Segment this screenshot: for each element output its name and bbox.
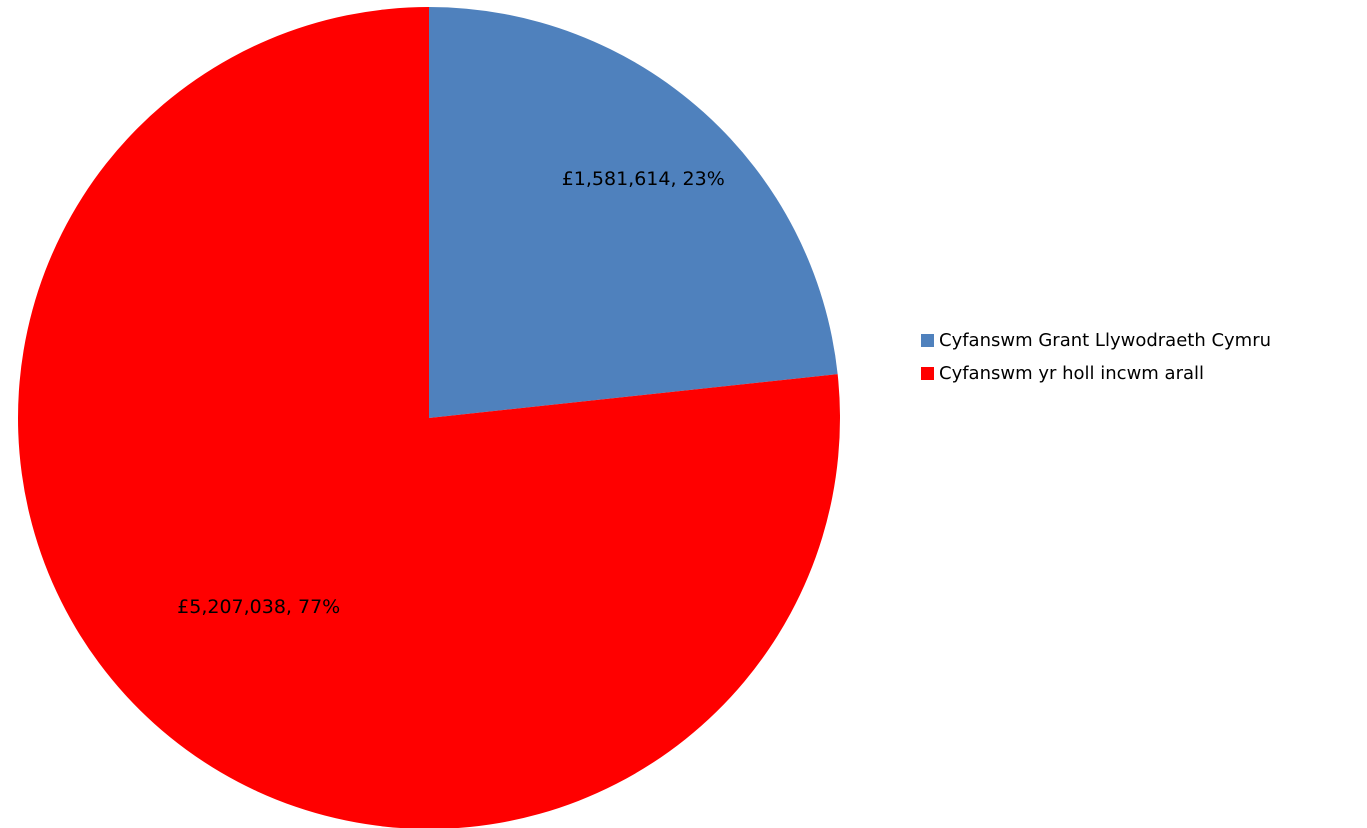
legend-item-welsh-government-grant: Cyfanswm Grant Llywodraeth Cymru [921,326,1271,354]
legend-label: Cyfanswm Grant Llywodraeth Cymru [939,329,1272,351]
pie-slice-1 [18,7,840,828]
pie-slice-0 [429,7,838,418]
legend-swatch-red [921,366,934,380]
legend-item-other-income: Cyfanswm yr holl incwm arall [921,359,1271,387]
chart-legend: Cyfanswm Grant Llywodraeth Cymru Cyfansw… [921,326,1271,392]
legend-label: Cyfanswm yr holl incwm arall [939,362,1205,384]
slice-data-label-1: £5,207,038, 77% [177,596,340,618]
legend-swatch-blue [921,333,934,347]
slice-data-label-0: £1,581,614, 23% [562,168,725,190]
